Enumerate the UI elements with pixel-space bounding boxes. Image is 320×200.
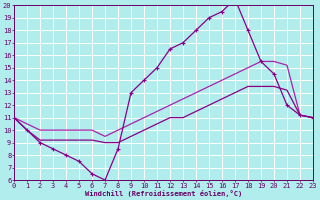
X-axis label: Windchill (Refroidissement éolien,°C): Windchill (Refroidissement éolien,°C) [85,190,242,197]
